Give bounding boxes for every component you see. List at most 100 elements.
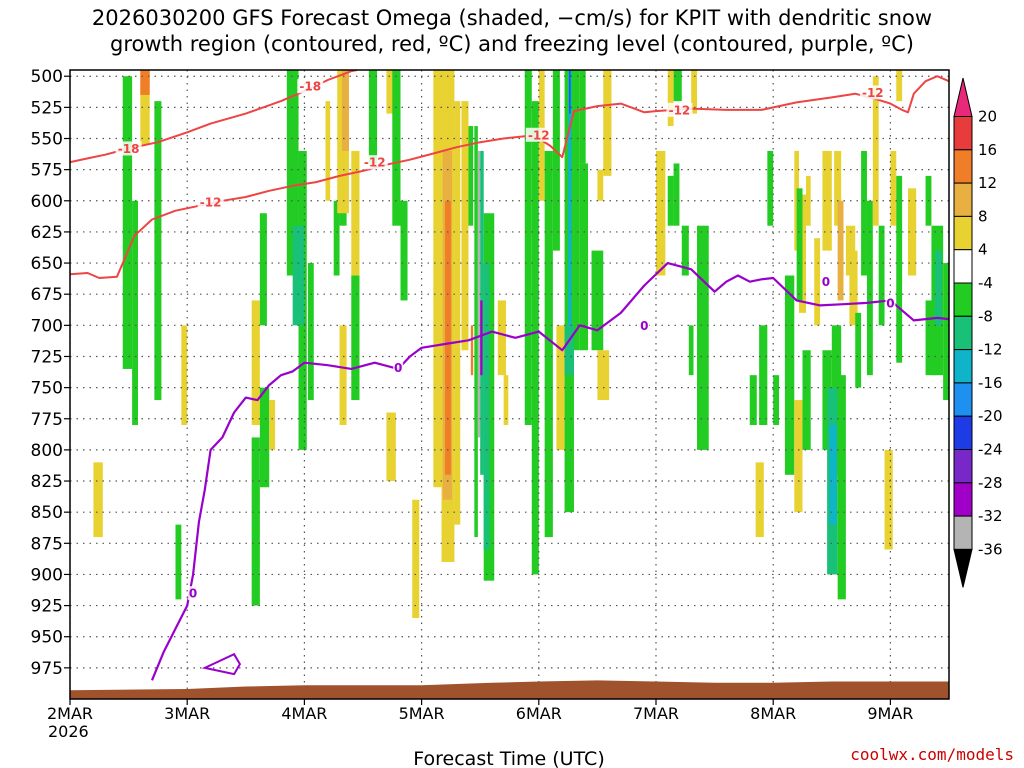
omega-cell xyxy=(351,275,360,401)
omega-cell xyxy=(259,213,267,326)
omega-cell xyxy=(524,70,532,425)
omega-cell xyxy=(122,76,133,369)
omega-cell xyxy=(386,412,396,482)
ground-surface xyxy=(70,680,949,699)
contour-label-background xyxy=(885,295,896,310)
omega-cell xyxy=(866,200,873,376)
y-tick-label: 675 xyxy=(31,285,63,305)
x-tick-label: 6MAR xyxy=(516,704,562,723)
colorbar-label: -32 xyxy=(978,507,1003,525)
y-tick-label: 525 xyxy=(31,98,63,118)
contour-label-background xyxy=(393,360,404,375)
omega-cell xyxy=(759,325,768,425)
contour-label-background xyxy=(188,586,199,601)
x-tick-label: 3MAR xyxy=(164,704,210,723)
x-axis-ticks: 2MAR 3MAR 4MAR 5MAR 6MAR 7MAR 8MAR 9MAR xyxy=(47,699,913,723)
omega-cell xyxy=(351,150,360,276)
colorbar-bin xyxy=(953,382,973,417)
y-tick-label: 575 xyxy=(31,161,63,181)
omega-cell xyxy=(579,163,589,351)
omega-cell xyxy=(673,163,680,226)
colorbar-bin xyxy=(953,215,973,251)
omega-cell xyxy=(468,126,474,226)
colorbar-label: 4 xyxy=(978,241,988,259)
omega-cell xyxy=(597,350,610,401)
omega-cell xyxy=(341,70,349,151)
colorbar-bin xyxy=(953,116,973,151)
colorbar-bin xyxy=(953,182,973,217)
omega-cell xyxy=(477,150,481,438)
omega-cell xyxy=(503,375,509,425)
omega-cell xyxy=(400,200,408,301)
omega-cell xyxy=(568,70,572,326)
y-tick-label: 850 xyxy=(31,503,63,523)
omega-cell xyxy=(175,524,182,600)
plot-background xyxy=(70,70,949,699)
x-tick-label: 2MAR xyxy=(47,704,93,723)
omega-cell xyxy=(132,200,138,425)
y-tick-label: 950 xyxy=(31,628,63,648)
title-line-2: growth region (contoured, red, ºC) and f… xyxy=(110,32,914,56)
omega-cell xyxy=(544,150,553,538)
contour-label: -12 xyxy=(862,86,884,100)
omega-cell xyxy=(556,325,565,450)
omega-cell xyxy=(474,126,478,538)
omega-cell xyxy=(433,70,442,488)
omega-cell xyxy=(392,70,401,226)
omega-cell xyxy=(697,375,706,425)
omega-cell xyxy=(829,424,837,525)
y-tick-label: 725 xyxy=(31,347,63,367)
omega-cell xyxy=(480,300,483,376)
omega-cell xyxy=(896,175,903,363)
colorbar-bin xyxy=(953,249,973,284)
omega-cell xyxy=(497,300,506,376)
colorbar-label: 8 xyxy=(978,207,988,225)
omega-cell xyxy=(667,70,674,127)
colorbar-bin xyxy=(953,349,973,384)
omega-cell xyxy=(259,387,270,488)
omega-cell xyxy=(333,200,340,276)
omega-cell xyxy=(470,325,474,376)
omega-cell xyxy=(368,70,378,164)
omega-cell xyxy=(386,70,396,114)
contour-label: -12 xyxy=(364,156,386,170)
omega-cell xyxy=(806,175,811,226)
omega-cell xyxy=(837,375,846,600)
omega-cell xyxy=(454,101,461,525)
colorbar-label: -12 xyxy=(978,341,1003,359)
omega-cell xyxy=(794,400,803,513)
omega-cell xyxy=(552,70,560,251)
colorbar-label: -16 xyxy=(978,374,1003,392)
omega-cell xyxy=(269,400,276,450)
colorbar-label: -36 xyxy=(978,540,1003,558)
x-tick-label: 9MAR xyxy=(867,704,913,723)
omega-cell xyxy=(802,350,811,450)
omega-cell xyxy=(461,101,469,351)
omega-cell xyxy=(579,70,586,164)
contour-label: -12 xyxy=(669,103,691,117)
omega-cell xyxy=(755,462,764,538)
omega-cell xyxy=(855,312,862,388)
colorbar-label: -28 xyxy=(978,474,1003,492)
y-axis-ticks: 500 525 550 575 600 625 650 675 700 725 750 775 800 8… xyxy=(31,67,70,679)
omega-cell xyxy=(849,250,858,326)
omega-cell xyxy=(597,169,604,201)
colorbar-label: -8 xyxy=(978,307,993,325)
contour-label-background xyxy=(361,155,388,170)
omega-cell xyxy=(837,200,844,301)
title-line-1: 2026030200 GFS Forecast Omega (shaded, −… xyxy=(92,6,932,30)
y-tick-label: 700 xyxy=(31,316,63,336)
contour-label-background xyxy=(525,127,552,142)
omega-cell xyxy=(691,70,698,114)
colorbar-bin xyxy=(953,415,973,451)
omega-cell xyxy=(697,225,709,450)
omega-cell xyxy=(181,325,188,425)
omega-cell xyxy=(814,238,821,326)
omega-cell xyxy=(603,70,612,176)
colorbar-label: 20 xyxy=(978,108,997,126)
colorbar-bin xyxy=(953,515,973,550)
omega-cell xyxy=(673,70,682,102)
x-axis-label: Forecast Time (UTC) xyxy=(413,748,604,768)
omega-cell xyxy=(307,263,314,401)
